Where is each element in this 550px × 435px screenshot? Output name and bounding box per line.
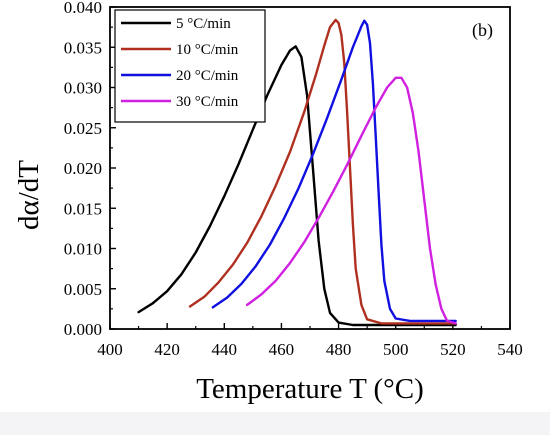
series-line xyxy=(188,18,457,325)
x-tick-label: 440 xyxy=(212,340,238,359)
x-tick-label: 420 xyxy=(154,340,180,359)
x-tick-label: 460 xyxy=(269,340,295,359)
legend-entries: 5 °C/min 10 °C/min 20 °C/min 30 °C/min xyxy=(121,16,239,110)
series-line xyxy=(245,76,457,325)
y-tick-label: 0.000 xyxy=(64,320,102,339)
x-tick-label: 500 xyxy=(383,340,409,359)
y-tick-label: 0.020 xyxy=(64,159,102,178)
y-tick-label: 0.030 xyxy=(64,79,102,98)
legend-box xyxy=(114,9,266,123)
y-tick-labels: 0.000 0.005 0.010 0.015 0.020 0.025 0.030 0.035… xyxy=(64,0,102,339)
x-tick-label: 540 xyxy=(497,340,523,359)
x-tick-label: 480 xyxy=(326,340,352,359)
y-axis-title: dα/dT xyxy=(13,160,45,230)
x-tick-label: 400 xyxy=(97,340,123,359)
legend-label: 20 °C/min xyxy=(176,68,239,84)
x-tick-labels: 400 420 440 460 480 500 520 540 xyxy=(97,340,523,359)
y-tick-label: 0.040 xyxy=(64,0,102,17)
legend-label: 30 °C/min xyxy=(176,94,239,110)
series-line xyxy=(137,45,457,327)
y-tick-label: 0.025 xyxy=(64,119,102,138)
legend-label: 10 °C/min xyxy=(176,42,239,58)
y-tick-label: 0.005 xyxy=(64,280,102,299)
x-axis-title: Temperature T (°C) xyxy=(196,373,424,405)
legend-label: 5 °C/min xyxy=(176,16,231,32)
x-tick-label: 520 xyxy=(440,340,466,359)
series-lines xyxy=(137,18,457,327)
axis-ticks xyxy=(109,6,511,330)
y-tick-label: 0.035 xyxy=(64,38,102,57)
y-tick-label: 0.015 xyxy=(64,199,102,218)
series-line xyxy=(211,19,457,323)
bottom-strip xyxy=(0,412,550,435)
y-tick-label: 0.010 xyxy=(64,240,102,259)
panel-label: (b) xyxy=(472,20,493,41)
legend: 5 °C/min 10 °C/min 20 °C/min 30 °C/min xyxy=(114,9,266,123)
